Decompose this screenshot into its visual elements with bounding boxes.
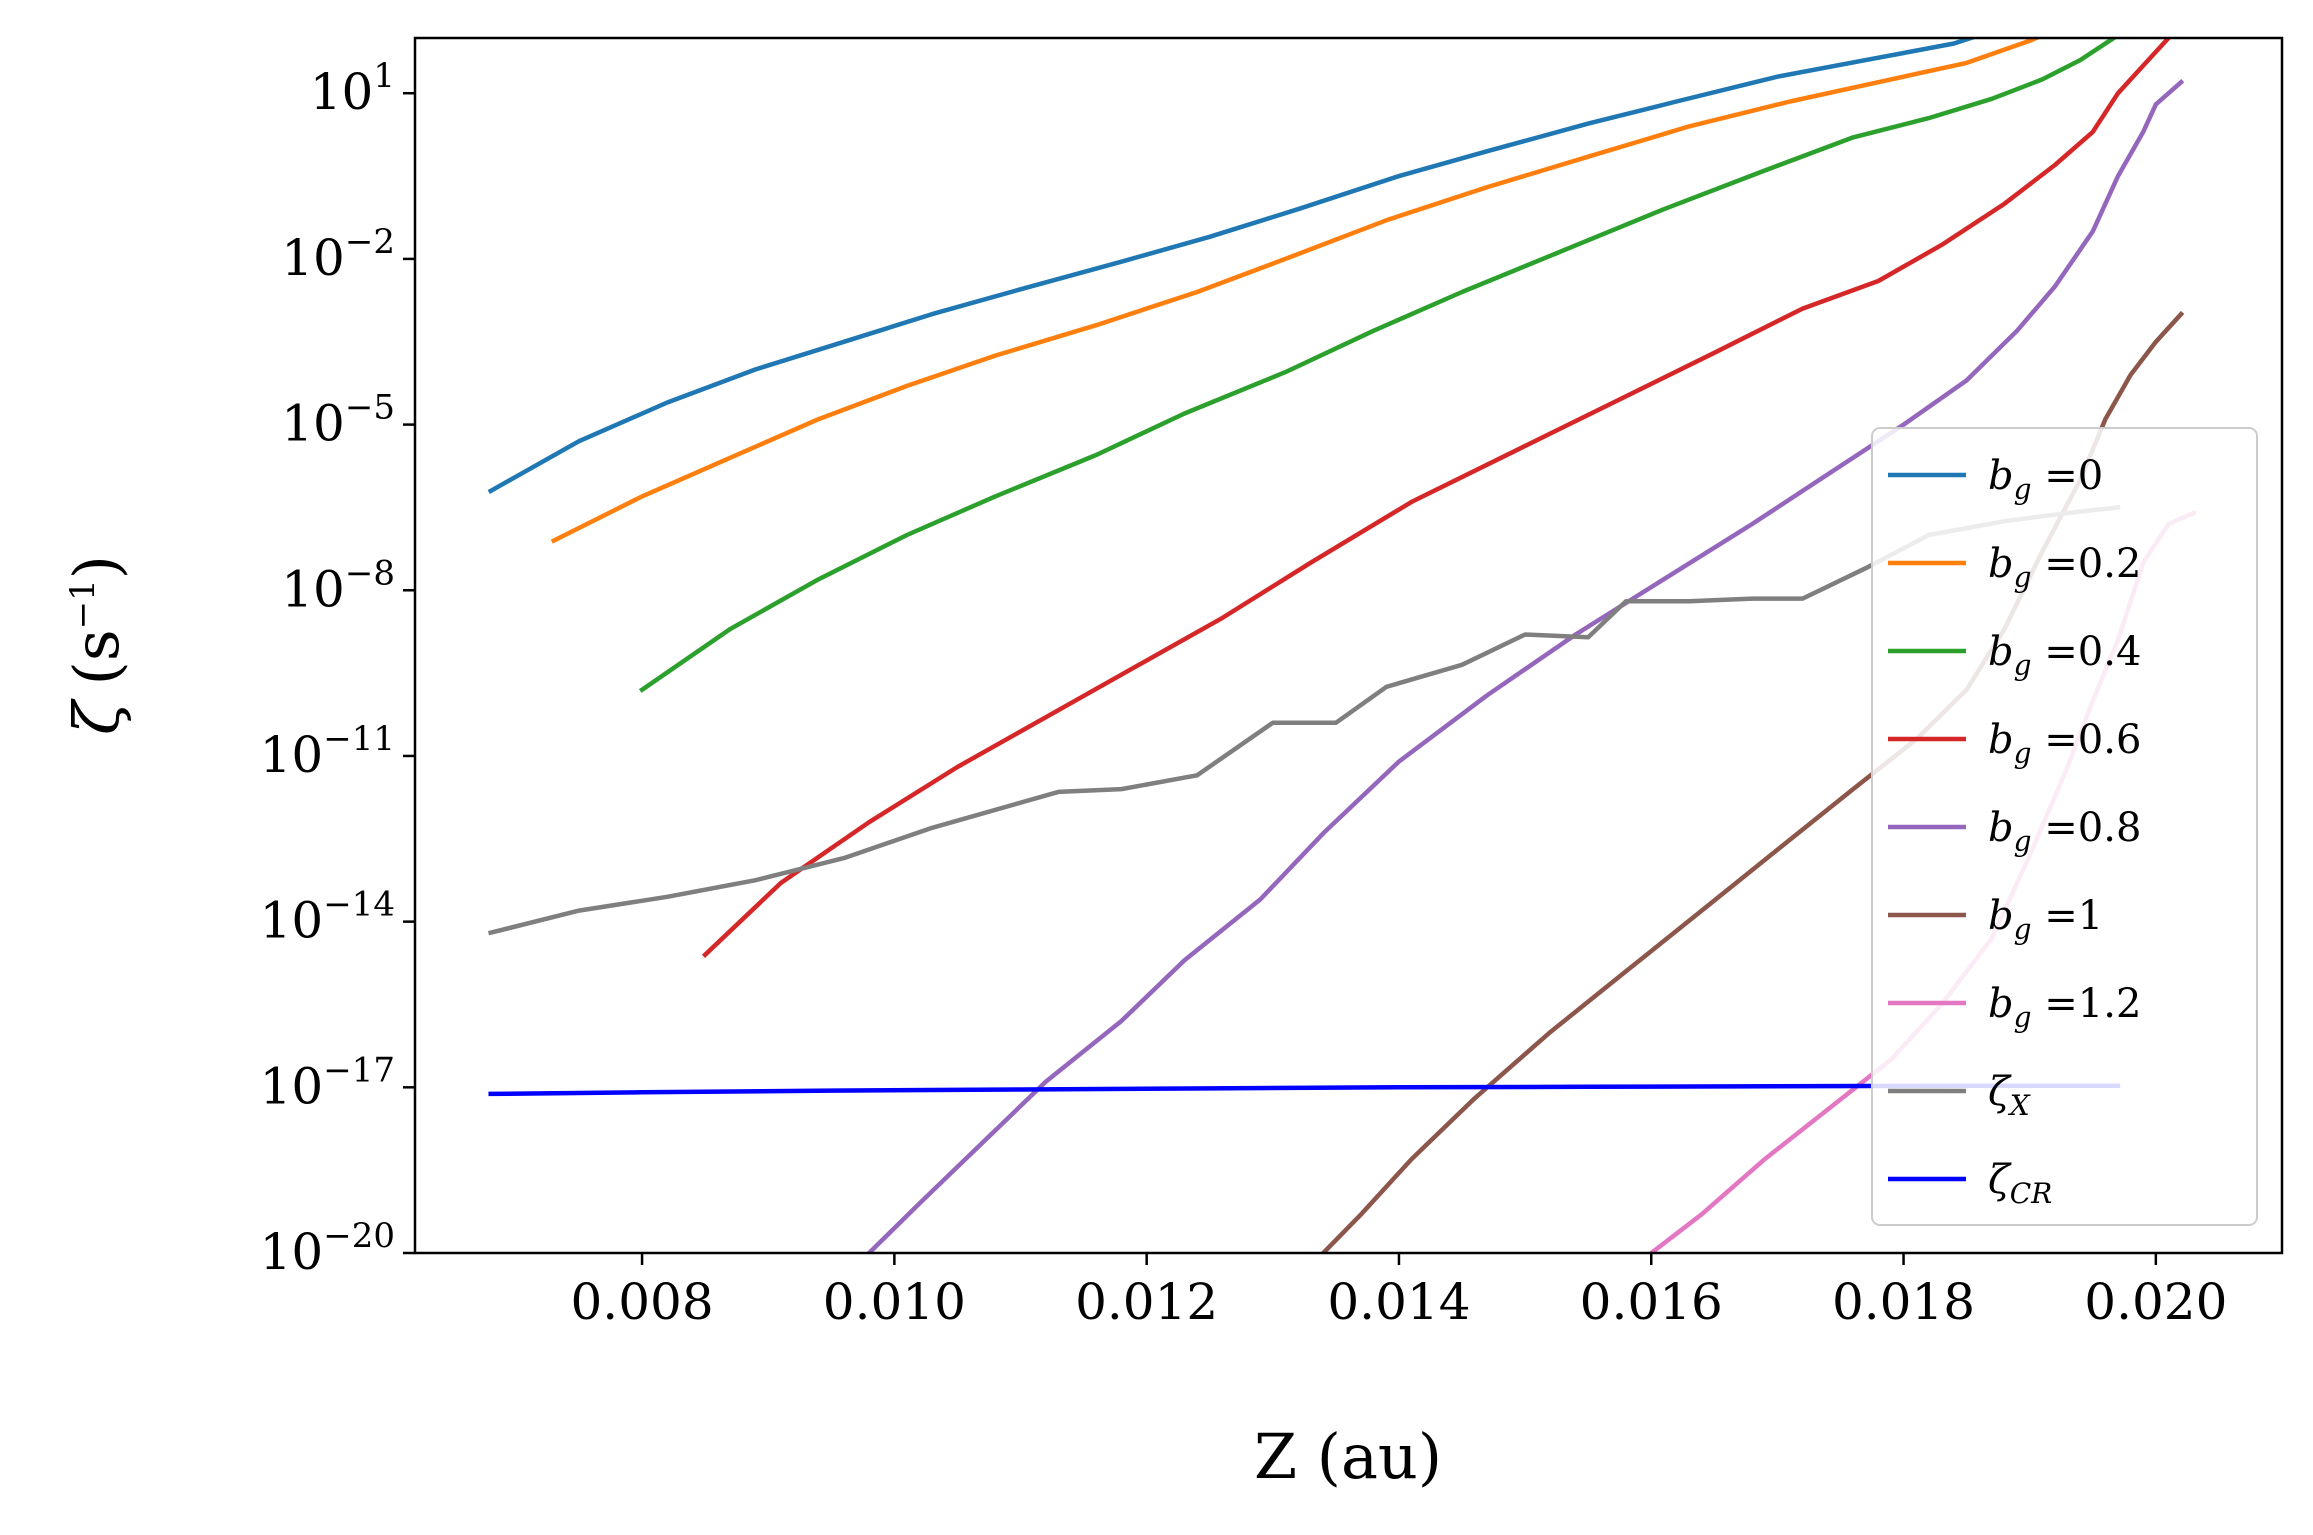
legend-label-main: ζ xyxy=(1988,1069,2012,1115)
legend-label-sub: CR xyxy=(2010,1177,2053,1210)
x-axis-title: Z (au) xyxy=(1254,1420,1442,1493)
legend-label-sub: g xyxy=(2014,473,2032,506)
legend-label-main: b xyxy=(1988,893,2014,939)
legend-label-tail: =0.6 xyxy=(2032,717,2142,763)
y-tick-label: 10−8 xyxy=(281,553,395,618)
y-tick-base: 10 xyxy=(310,63,374,121)
legend-label-main: b xyxy=(1988,453,2014,499)
y-axis-unit-exponent: −1 xyxy=(63,579,103,629)
legend-label-main: b xyxy=(1988,541,2014,587)
y-tick-label: 101 xyxy=(310,56,395,121)
y-tick-base: 10 xyxy=(260,1223,324,1281)
y-axis-unit-close: ) xyxy=(60,555,133,579)
legend-label-bg=1.2: bg =1.2 xyxy=(1988,981,2141,1034)
y-tick-base: 10 xyxy=(281,395,345,453)
legend-label-zeta_X: ζX xyxy=(1988,1069,2031,1122)
y-tick-label: 10−11 xyxy=(260,719,395,784)
y-tick-label: 10−2 xyxy=(281,222,395,287)
y-tick-exponent: 1 xyxy=(373,56,395,96)
y-tick-label: 10−20 xyxy=(260,1216,395,1281)
y-axis-unit: (s xyxy=(60,629,133,685)
legend-label-zeta_CR: ζCR xyxy=(1988,1157,2052,1210)
legend-label-main: ζ xyxy=(1988,1157,2012,1203)
y-tick-exponent: −2 xyxy=(345,222,395,262)
legend-label-tail: =0 xyxy=(2032,453,2104,499)
x-tick-label: 0.008 xyxy=(570,1273,713,1331)
legend-label-bg=0.6: bg =0.6 xyxy=(1988,717,2141,770)
legend-label-tail: =1.2 xyxy=(2032,981,2142,1027)
series-line-bg=0.2 xyxy=(550,38,2042,544)
y-axis-symbol: ζ xyxy=(60,698,133,735)
legend-label-sub: g xyxy=(2014,1001,2032,1034)
legend-label-main: b xyxy=(1988,805,2014,851)
y-tick-label: 10−17 xyxy=(260,1050,395,1115)
legend-label-tail: =1 xyxy=(2032,893,2104,939)
legend-label-bg=0.2: bg =0.2 xyxy=(1988,541,2141,594)
x-tick-label: 0.010 xyxy=(823,1273,966,1331)
y-tick-base: 10 xyxy=(260,1057,324,1115)
y-tick-exponent: −14 xyxy=(323,885,395,925)
x-tick-label: 0.012 xyxy=(1075,1273,1218,1331)
legend-label-sub: X xyxy=(2008,1089,2031,1122)
x-tick-label: 0.020 xyxy=(2084,1273,2227,1331)
legend-label-tail: =0.8 xyxy=(2032,805,2142,851)
y-axis-title: ζ (s−1) xyxy=(60,555,133,735)
legend-label-tail: =0.2 xyxy=(2032,541,2142,587)
legend-label-sub: g xyxy=(2014,737,2032,770)
series-line-bg=0.6 xyxy=(701,38,2172,958)
legend-label-main: b xyxy=(1988,629,2014,675)
y-tick-exponent: −20 xyxy=(323,1216,395,1256)
x-axis: 0.008 0.010 0.012 0.014 0.016 0.018 0.020 xyxy=(570,1253,2227,1331)
legend-items: bg =0bg =0.2bg =0.4bg =0.6bg =0.8bg =1bg… xyxy=(1888,453,2141,1210)
series-line-bg=0.8 xyxy=(865,79,2185,1253)
x-tick-label: 0.014 xyxy=(1327,1273,1470,1331)
legend-label-bg=0: bg =0 xyxy=(1988,453,2103,506)
x-tick-label: 0.016 xyxy=(1580,1273,1723,1331)
legend-label-sub: g xyxy=(2014,825,2032,858)
series-line-bg=0.4 xyxy=(638,38,2118,693)
y-tick-base: 10 xyxy=(281,229,345,287)
y-tick-label: 10−5 xyxy=(281,388,395,453)
x-tick-label: 0.018 xyxy=(1832,1273,1975,1331)
y-tick-exponent: −5 xyxy=(345,388,395,428)
legend-label-tail: =0.4 xyxy=(2032,629,2142,675)
y-tick-base: 10 xyxy=(260,892,324,950)
y-tick-base: 10 xyxy=(260,726,324,784)
y-tick-exponent: −8 xyxy=(345,553,395,593)
plot-frame xyxy=(413,36,2284,1255)
legend-label-sub: g xyxy=(2014,649,2032,682)
legend-label-main: b xyxy=(1988,717,2014,763)
series-line-bg=0 xyxy=(487,38,1979,494)
y-tick-label: 10−14 xyxy=(260,885,395,950)
legend-label-sub: g xyxy=(2014,561,2032,594)
legend-label-bg=0.4: bg =0.4 xyxy=(1988,629,2141,682)
legend-label-main: b xyxy=(1988,981,2014,1027)
legend-label-bg=1: bg =1 xyxy=(1988,893,2103,946)
y-tick-exponent: −11 xyxy=(323,719,395,759)
legend-label-sub: g xyxy=(2014,913,2032,946)
y-tick-exponent: −17 xyxy=(323,1050,395,1090)
legend: bg =0bg =0.2bg =0.4bg =0.6bg =0.8bg =1bg… xyxy=(1871,427,2258,1226)
legend-box xyxy=(1871,427,2258,1226)
y-tick-base: 10 xyxy=(281,560,345,618)
legend-label-bg=0.8: bg =0.8 xyxy=(1988,805,2141,858)
